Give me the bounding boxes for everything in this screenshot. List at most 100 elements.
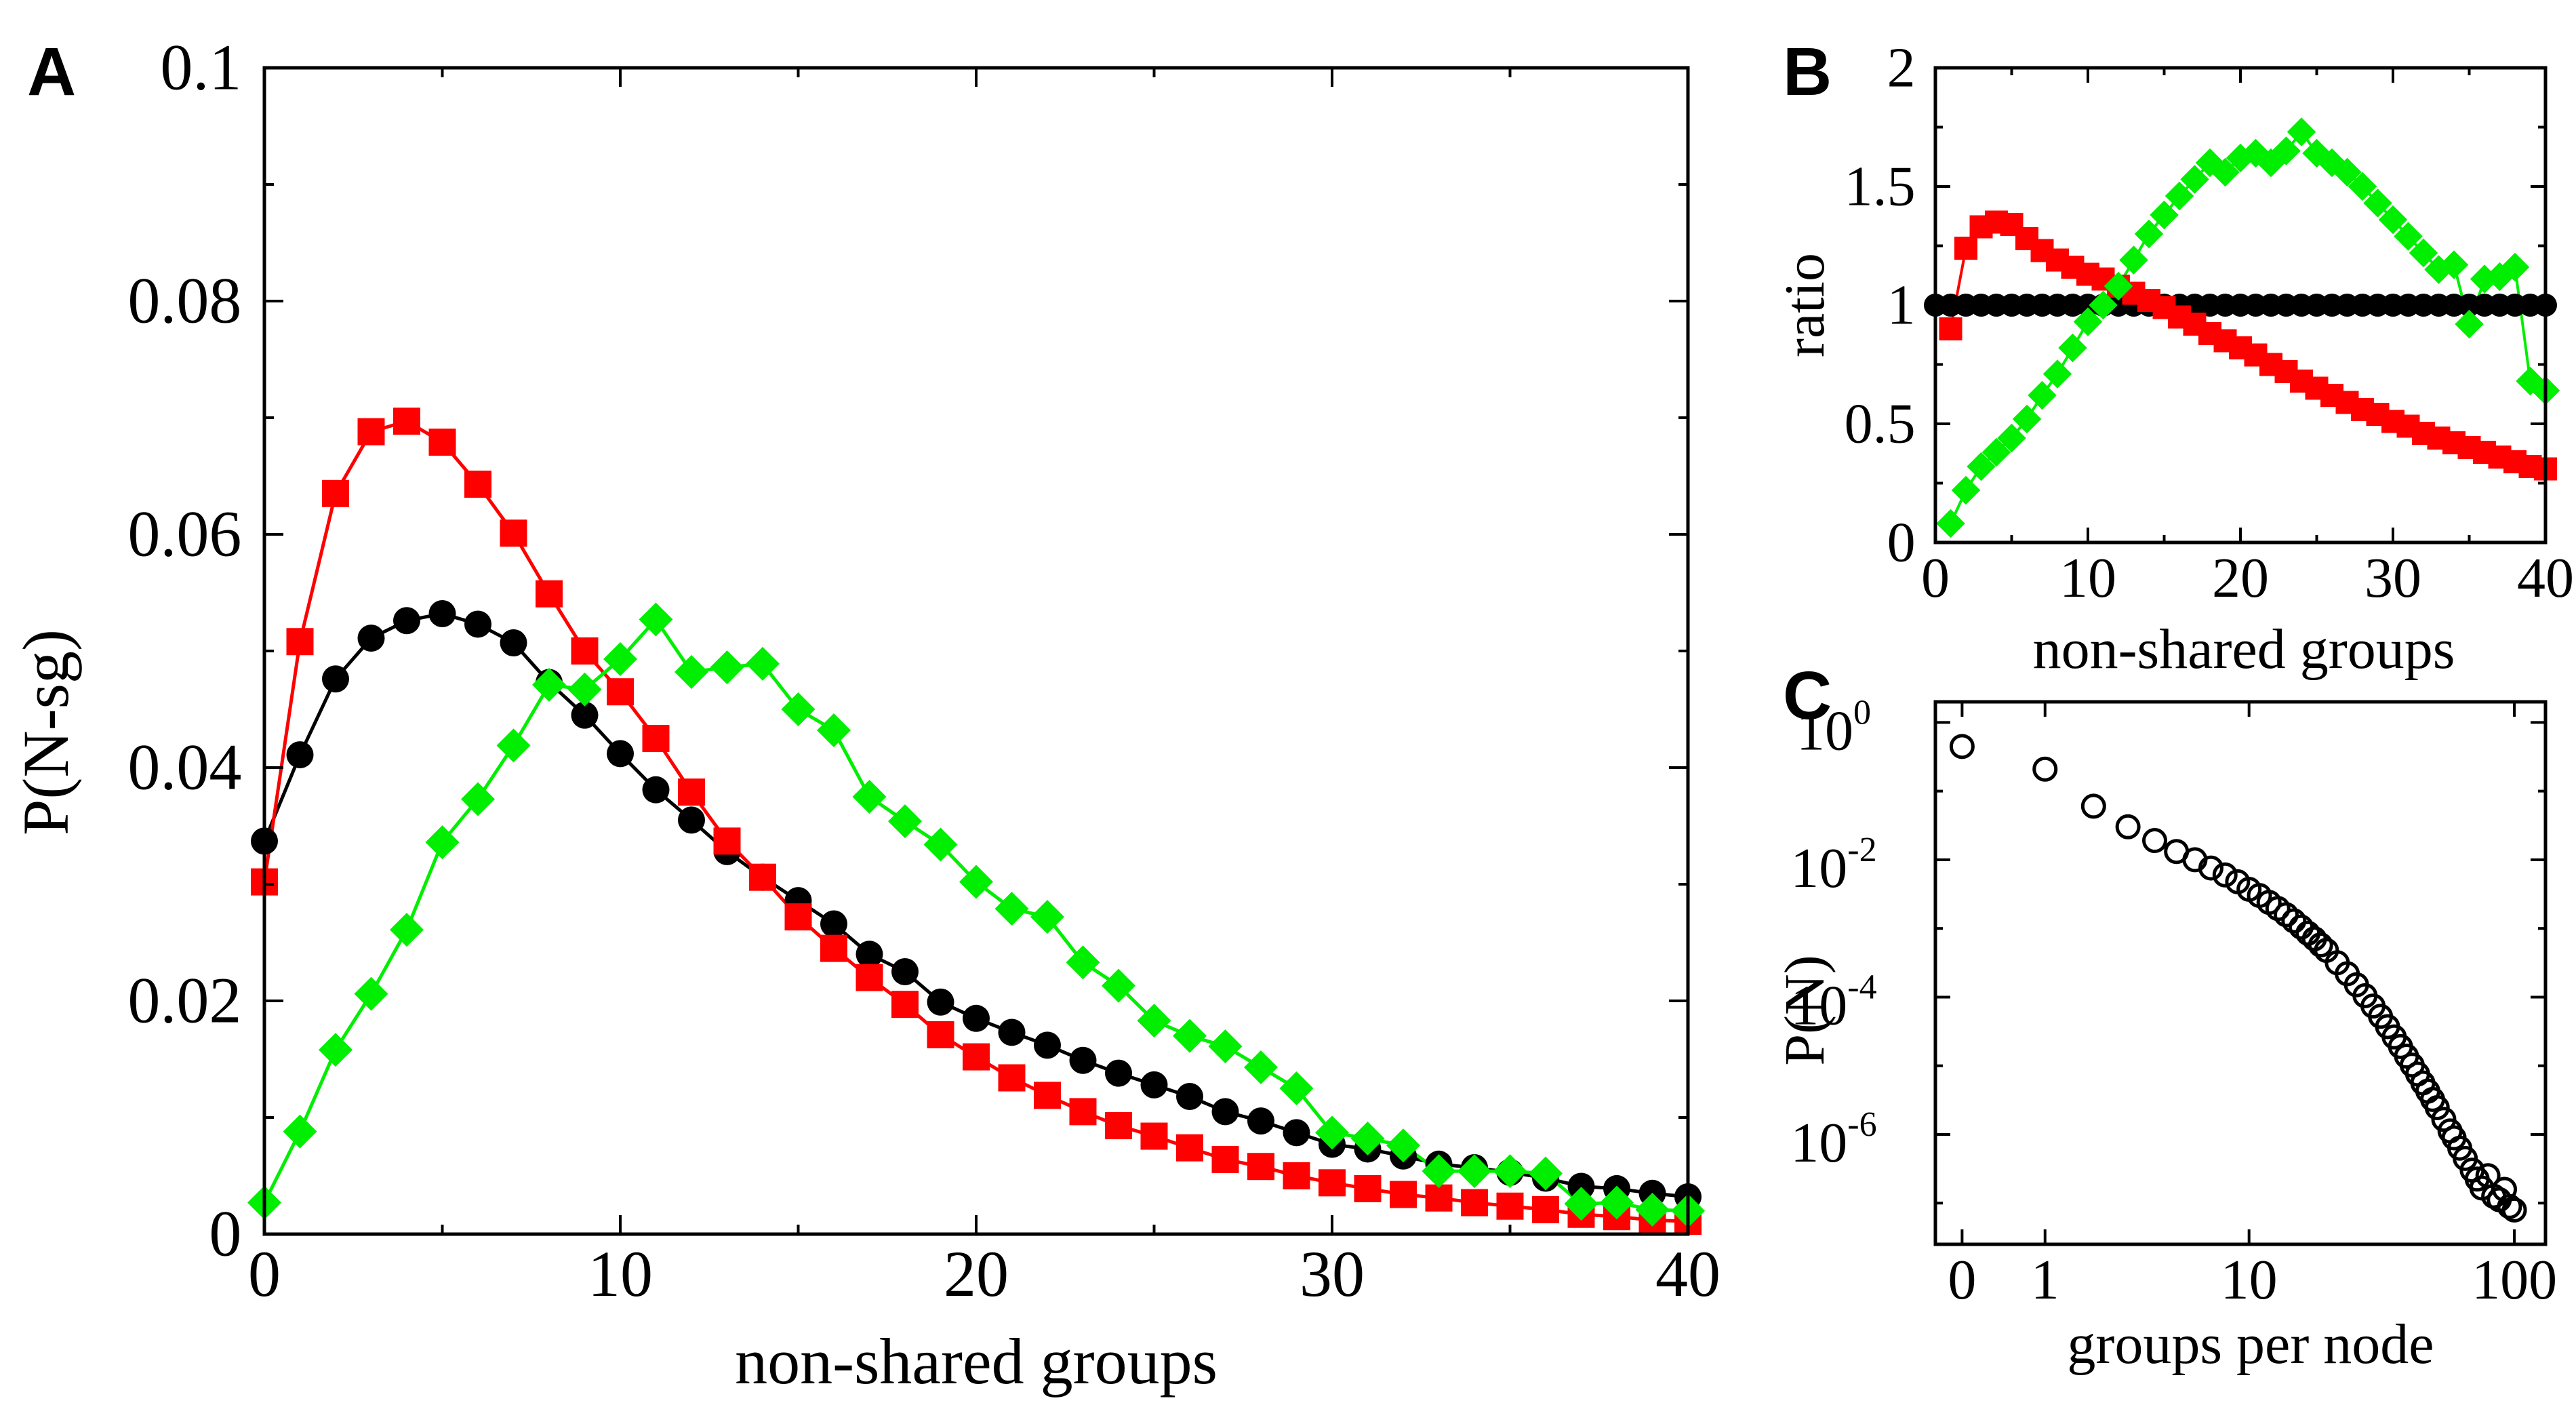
panel-c-xtick-label: 0 [1948, 1248, 1976, 1311]
panel-a-green-point [390, 913, 424, 947]
panel-a-black-point [1105, 1059, 1132, 1087]
panel-c-xtick-label: 100 [2472, 1248, 2557, 1311]
panel-a-ytick-label: 0.08 [127, 264, 241, 337]
panel-a-red-point [927, 1021, 954, 1048]
panel-c-xtick-label: 10 [2221, 1248, 2278, 1311]
panel-a-red-point [1390, 1181, 1417, 1208]
panel-a-green-point [1030, 900, 1064, 934]
panel-a-green-point [603, 642, 637, 677]
panel-a-black-point [464, 610, 491, 638]
panel-b-plot [1924, 117, 2560, 538]
panel-a-green-point [461, 782, 495, 816]
panel-c-point [2212, 862, 2238, 888]
panel-c-point [2492, 1176, 2518, 1202]
panel-b-ytick-label: 0 [1887, 511, 1916, 574]
panel-a-green-point [1386, 1128, 1420, 1163]
panel-a-green-point [1066, 945, 1100, 980]
panel-a-red-point [1532, 1195, 1559, 1223]
panel-a-red-point [357, 418, 385, 446]
panel-c-axes-frame [1933, 700, 2548, 1246]
panel-b-green-point [2089, 290, 2118, 320]
panel-b-green-point [2378, 205, 2408, 235]
panel-a-xtick-label: 0 [248, 1238, 281, 1310]
panel-a-black-point [891, 958, 919, 985]
panel-a-green-point [1493, 1154, 1527, 1189]
panel-a-red-point [464, 471, 491, 498]
panel-letter-a: A [27, 34, 76, 110]
panel-a-red-point [500, 519, 527, 547]
panel-c-ytick-label: 100 [1796, 693, 1871, 762]
panel-b-ylabel: ratio [1773, 253, 1836, 357]
panel-a-black-point [571, 701, 599, 729]
panel-a-red-point [1069, 1098, 1097, 1126]
panel-a-black-point [678, 806, 705, 834]
panel-b-green-point [2058, 333, 2087, 363]
panel-a-black-point [1069, 1046, 1097, 1074]
panel-a-black-point [642, 776, 670, 804]
panel-c-point [2501, 1197, 2527, 1223]
panel-a-red-point [571, 637, 599, 665]
panel-a-red-point [1425, 1184, 1453, 1212]
panel-b-green-point [2409, 238, 2438, 268]
panel-a-red-point [998, 1064, 1026, 1092]
panel-a-green-point [1102, 968, 1135, 1003]
panel-a-red-point [713, 827, 741, 855]
panel-a-black-point [1140, 1071, 1168, 1099]
panel-c-point [2431, 1107, 2457, 1132]
panel-b-green-point [2073, 307, 2103, 336]
panel-letter-b: B [1783, 34, 1832, 110]
panel-b-green-point [1967, 452, 1996, 481]
panel-b-xtick-label: 10 [2059, 547, 2116, 610]
panel-c-point [2281, 908, 2307, 934]
panel-a-ytick-label: 0.04 [127, 731, 241, 804]
panel-b-green-point [2348, 172, 2377, 201]
panel-b-green-point [2104, 271, 2133, 301]
panel-a-ytick-label: 0.06 [127, 498, 241, 570]
panel-b-green-point [2042, 359, 2072, 389]
panel-a-black-point [963, 1004, 990, 1032]
panel-a-green-point [1422, 1154, 1456, 1189]
panel-a-green-point [639, 602, 673, 637]
panel-a-green-point [532, 667, 566, 702]
panel-a-green-point [1137, 1004, 1171, 1038]
panel-b-red-point [1939, 317, 1963, 340]
panel-a-red-point [856, 964, 883, 991]
panel-a-green-point [675, 654, 708, 689]
panel-a-xtick-label: 20 [944, 1238, 1009, 1310]
panel-letter-c: C [1783, 658, 1832, 734]
panel-b-green-point [2363, 189, 2392, 218]
panel-b-ytick-label: 1.5 [1845, 155, 1916, 218]
panel-a-ticks: 0 10 20 30 40 0 0.02 0.04 0.06 0.08 0.1 [127, 31, 1720, 1311]
panel-b-ytick-label: 2 [1887, 37, 1916, 100]
panel-a-black-point [357, 625, 385, 652]
panel-c-xtick-label: 1 [2031, 1248, 2059, 1311]
panel-a-red-point [536, 580, 563, 608]
panel-b-red-point [1954, 237, 1977, 260]
panel-a-black-point [1034, 1031, 1061, 1059]
panel-a-green-point [567, 672, 602, 707]
panel-b-green-point [2333, 157, 2362, 187]
panel-a-red-point [1496, 1192, 1524, 1220]
panel-b-green-point [2455, 309, 2484, 339]
panel-a-black-point [607, 740, 634, 768]
panel-a-red-point [963, 1043, 990, 1071]
panel-b-green-point [2134, 219, 2164, 249]
panel-a-red-point [607, 678, 634, 706]
panel-a-xlabel: non-shared groups [735, 1325, 1217, 1398]
panel-a-green-point [710, 650, 744, 685]
panel-c-ylabel: P(N) [1773, 955, 1836, 1065]
panel-a-red-point [642, 725, 670, 752]
panel-a-red-point [1034, 1082, 1061, 1109]
panel-a-green-point [1600, 1185, 1634, 1220]
panel-a-black-point [393, 607, 420, 635]
panel-c-point [2497, 1193, 2522, 1219]
panel-b-ytick-label: 0.5 [1845, 393, 1916, 456]
panel-b-green-point [2119, 245, 2148, 275]
panel-c-point [2032, 756, 2058, 782]
panel-a-ytick-label: 0.02 [127, 964, 241, 1037]
panel-b-green-point [1936, 509, 1965, 538]
panel-b-green-point [2150, 200, 2179, 230]
panel-a-black-point [1567, 1172, 1595, 1200]
panel-b-green-point [2439, 250, 2469, 279]
